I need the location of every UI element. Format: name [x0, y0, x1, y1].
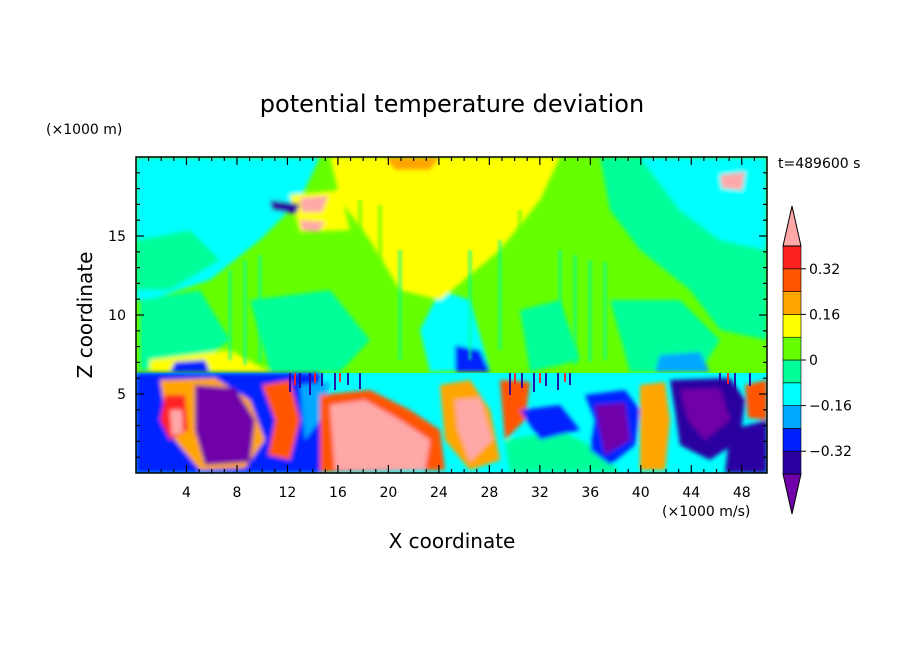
colorbar-band [782, 428, 802, 452]
colorbar-band [782, 314, 802, 338]
colorbar-band [782, 245, 802, 270]
x-tick-label: 36 [581, 485, 599, 501]
x-axis-label: X coordinate [389, 529, 516, 553]
colorbar-band [782, 382, 802, 406]
x-ticks: 4 8 12 16 20 24 28 32 36 40 44 48 [148, 157, 755, 501]
x-tick-label: 24 [430, 485, 448, 501]
colorbar-over-triangle [782, 205, 802, 247]
colorbar-label: 0.16 [809, 307, 840, 323]
x-tick-label: 32 [531, 485, 549, 501]
x-tick-label: 4 [182, 485, 191, 501]
x-tick-label: 44 [682, 485, 700, 501]
colorbar-label: −0.16 [809, 399, 852, 415]
y-ticks: 5 10 15 [108, 172, 767, 458]
chart-title: potential temperature deviation [260, 90, 644, 118]
y-tick-label: 10 [108, 308, 126, 324]
colorbar-band [782, 359, 802, 384]
x-unit-label: (×1000 m/s) [662, 504, 750, 520]
x-tick-label: 40 [632, 485, 650, 501]
x-tick-label: 12 [279, 485, 297, 501]
colorbar-label: 0.32 [809, 262, 840, 278]
x-tick-label: 28 [480, 485, 498, 501]
x-tick-label: 20 [379, 485, 397, 501]
colorbar-label: 0 [809, 353, 818, 369]
x-tick-label: 16 [329, 485, 347, 501]
colorbar-band [782, 291, 802, 315]
colorbar-band [782, 336, 802, 361]
colorbar-label: −0.32 [809, 444, 852, 460]
contour-field [136, 157, 767, 473]
colorbar-band [782, 405, 802, 429]
colorbar-under-triangle [782, 473, 802, 515]
y-axis-label: Z coordinate [73, 252, 97, 379]
y-tick-label: 15 [108, 229, 126, 245]
colorbar-band [782, 450, 802, 475]
colorbar-band [782, 268, 802, 292]
x-tick-label: 48 [733, 485, 751, 501]
time-label: t=489600 s [778, 156, 860, 172]
x-tick-label: 8 [232, 485, 241, 501]
colorbar: 0.32 0.16 0 −0.16 −0.32 [782, 205, 852, 515]
y-tick-label: 5 [117, 387, 126, 403]
y-unit-label: (×1000 m) [46, 122, 122, 138]
